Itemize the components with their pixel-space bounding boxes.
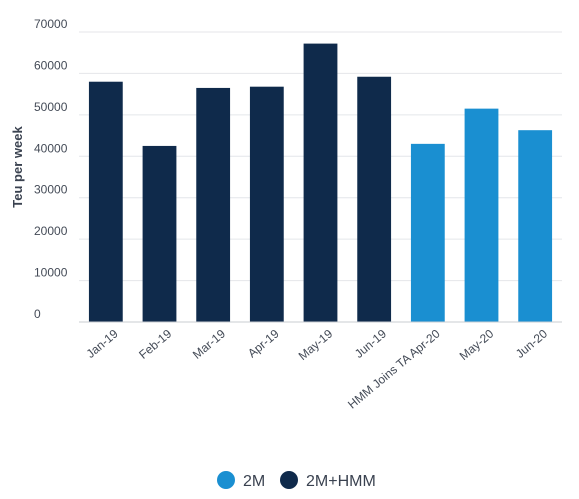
x-tick-label: May-19: [296, 326, 336, 363]
bar: [88, 81, 123, 322]
x-tick-label: Jun-20: [513, 326, 550, 361]
bar: [196, 87, 231, 322]
bars: [88, 43, 553, 323]
y-tick-label: 20000: [34, 224, 68, 238]
legend-label-2m: 2M: [243, 473, 265, 490]
y-tick-label: 60000: [34, 58, 68, 72]
legend-label-2m-hmm: 2M+HMM: [306, 473, 376, 490]
bar: [410, 143, 445, 322]
bar: [518, 130, 553, 322]
x-tick-label: Apr-19: [245, 326, 282, 360]
y-tick-label: 0: [34, 307, 41, 321]
x-tick-label: Jun-19: [352, 326, 389, 361]
bar: [142, 145, 177, 322]
y-tick-label: 30000: [34, 183, 68, 197]
bar: [303, 43, 338, 322]
y-tick-label: 50000: [34, 100, 68, 114]
bar: [464, 108, 499, 323]
x-tick-label: Feb-19: [136, 326, 174, 361]
y-tick-label: 70000: [34, 17, 68, 31]
y-tick-label: 40000: [34, 141, 68, 155]
y-axis-ticks: 0 10000 20000 30000 40000 50000 60000 70000: [34, 17, 68, 321]
x-tick-label: Jan-19: [84, 326, 121, 361]
y-axis-title: Teu per week: [10, 126, 25, 208]
bar: [357, 76, 392, 322]
legend: 2M 2M+HMM: [217, 471, 376, 490]
legend-marker-2m: [217, 471, 235, 489]
x-tick-label: Mar-19: [190, 326, 228, 361]
legend-item-2m-hmm[interactable]: 2M+HMM: [280, 471, 376, 490]
legend-item-2m[interactable]: 2M: [217, 471, 265, 490]
x-tick-label: HMM Joins TA Apr-20: [345, 326, 443, 411]
x-tick-label: May-20: [457, 326, 497, 363]
y-tick-label: 10000: [34, 266, 68, 280]
bar: [249, 86, 284, 322]
legend-marker-2m-hmm: [280, 471, 298, 489]
x-axis-ticks: Jan-19 Feb-19 Mar-19 Apr-19 May-19 Jun-19HMM …: [84, 326, 551, 411]
